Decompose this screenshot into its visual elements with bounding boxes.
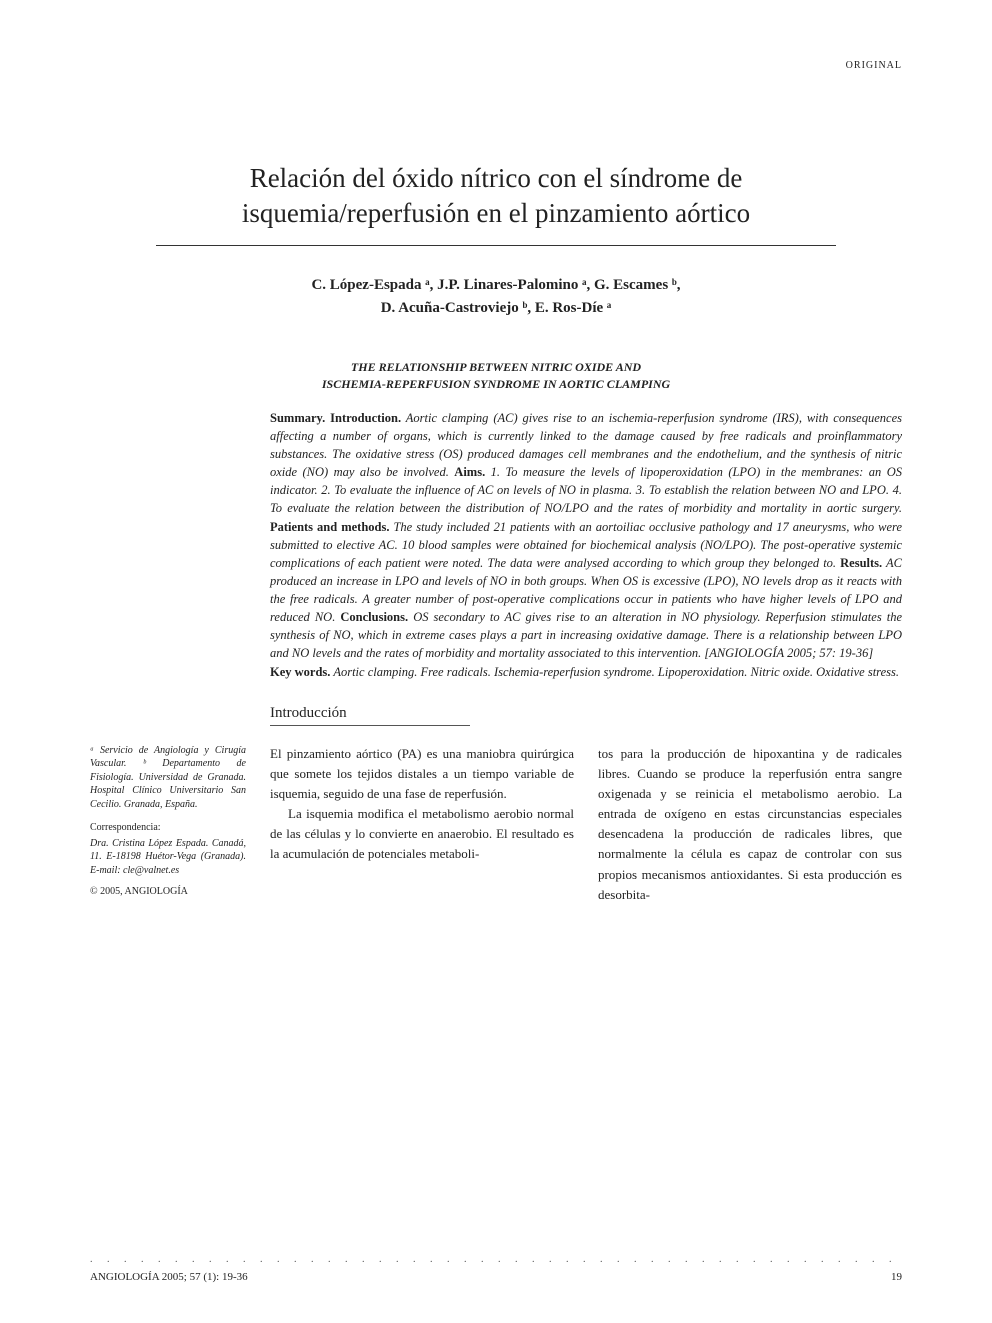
- aims-label: Aims.: [454, 465, 485, 479]
- authors: C. López-Espada ᵃ, J.P. Linares-Palomino…: [90, 274, 902, 319]
- authors-line-2: D. Acuña-Castroviejo ᵇ, E. Ros-Díe ᵃ: [90, 297, 902, 320]
- patients-label: Patients and methods.: [270, 520, 389, 534]
- sidebar: ᵃ Servicio de Angiología y Cirugía Vascu…: [90, 744, 246, 905]
- keywords-label: Key words.: [270, 665, 330, 679]
- page-number: 19: [891, 1271, 902, 1283]
- results-label: Results.: [840, 556, 882, 570]
- affiliation-text: ᵃ Servicio de Angiología y Cirugía Vascu…: [90, 744, 246, 812]
- authors-line-1: C. López-Espada ᵃ, J.P. Linares-Palomino…: [90, 274, 902, 297]
- body-columns: El pinzamiento aórtico (PA) es una manio…: [270, 744, 902, 905]
- correspondence-label: Correspondencia:: [90, 821, 246, 835]
- english-title-line-2: ISCHEMIA-REPERFUSION SYNDROME IN AORTIC …: [236, 376, 756, 393]
- column-2: tos para la producción de hipoxantina y …: [598, 744, 902, 905]
- header-label: ORIGINAL: [90, 60, 902, 71]
- footer-dotline: . . . . . . . . . . . . . . . . . . . . …: [90, 1254, 902, 1265]
- column-1: El pinzamiento aórtico (PA) es una manio…: [270, 744, 574, 905]
- body-paragraph: El pinzamiento aórtico (PA) es una manio…: [270, 744, 574, 804]
- body-paragraph: La isquemia modifica el metabolismo aero…: [270, 804, 574, 864]
- section-heading-introduction: Introducción: [270, 705, 902, 722]
- correspondence-text: Dra. Cristina López Espada. Canadá, 11. …: [90, 837, 246, 878]
- abstract: Summary. Introduction. Aortic clamping (…: [270, 409, 902, 681]
- footer-citation: ANGIOLOGÍA 2005; 57 (1): 19-36: [90, 1271, 248, 1283]
- keywords-text: Aortic clamping. Free radicals. Ischemia…: [333, 665, 899, 679]
- article-title: Relación del óxido nítrico con el síndro…: [176, 161, 816, 231]
- footer: . . . . . . . . . . . . . . . . . . . . …: [90, 1254, 902, 1283]
- conclusions-label: Conclusions.: [340, 610, 408, 624]
- body-paragraph: tos para la producción de hipoxantina y …: [598, 744, 902, 905]
- summary-label: Summary.: [270, 411, 325, 425]
- section-rule: [270, 725, 470, 726]
- english-title-line-1: THE RELATIONSHIP BETWEEN NITRIC OXIDE AN…: [236, 359, 756, 376]
- title-rule: [156, 245, 836, 246]
- english-title: THE RELATIONSHIP BETWEEN NITRIC OXIDE AN…: [236, 359, 756, 393]
- copyright-text: © 2005, ANGIOLOGÍA: [90, 885, 246, 899]
- introduction-label: Introduction.: [330, 411, 401, 425]
- body-area: ᵃ Servicio de Angiología y Cirugía Vascu…: [90, 744, 902, 905]
